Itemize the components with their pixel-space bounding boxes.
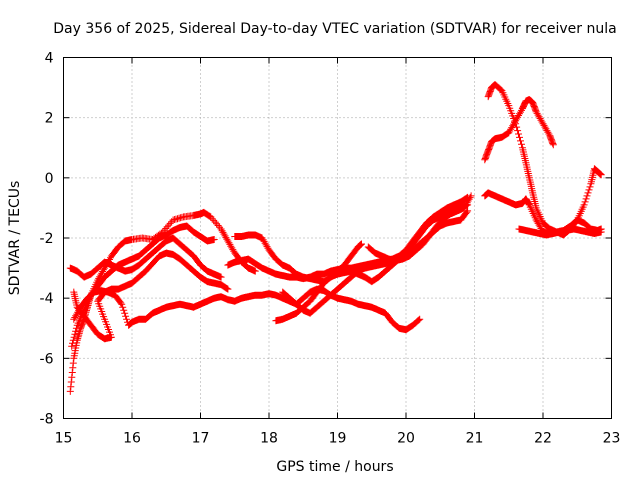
data-point-markers [515,225,605,239]
series-s5 [70,285,424,334]
chart-title: Day 356 of 2025, Sidereal Day-to-day VTE… [53,21,616,37]
x-tick-label: 21 [466,431,484,447]
x-tick-label: 18 [260,431,278,447]
series-s11 [481,96,557,164]
y-tick-label: -6 [40,351,54,367]
data-point-markers [68,222,218,350]
x-tick-label: 17 [192,431,210,447]
series-s2 [68,222,218,350]
data-point-markers [70,285,424,334]
x-tick-label: 19 [329,431,347,447]
y-tick-label: -4 [40,291,54,307]
data-point-markers [484,81,605,239]
data-point-markers [364,192,475,265]
series-s4 [70,249,232,343]
x-axis-label: GPS time / hours [276,459,393,475]
series-s12 [484,81,605,239]
series-s8 [272,240,365,325]
data-point-markers [70,249,232,343]
data-points [66,81,605,395]
y-tick-label: -2 [40,231,54,247]
plot-frame [63,57,612,419]
y-tick-label: 0 [45,171,54,187]
series-s10 [364,192,475,265]
x-tick-label: 15 [55,431,73,447]
x-tick-label: 16 [123,431,141,447]
series-s14 [515,225,605,239]
y-tick-label: -8 [40,412,54,428]
data-point-markers [272,240,365,325]
series-s3 [66,234,225,281]
axis-ticks: 15 16 17 18 19 20 21 22 23 -8 -6 -4 -2 0 2 4 [40,51,621,447]
x-tick-label: 20 [397,431,415,447]
x-tick-label: 22 [534,431,552,447]
y-axis-label: SDTVAR / TECUs [7,181,23,296]
x-tick-label: 23 [603,431,621,447]
y-tick-label: 2 [45,111,54,127]
y-tick-label: 4 [45,51,54,67]
data-point-markers [66,234,225,281]
data-point-markers [481,96,557,164]
